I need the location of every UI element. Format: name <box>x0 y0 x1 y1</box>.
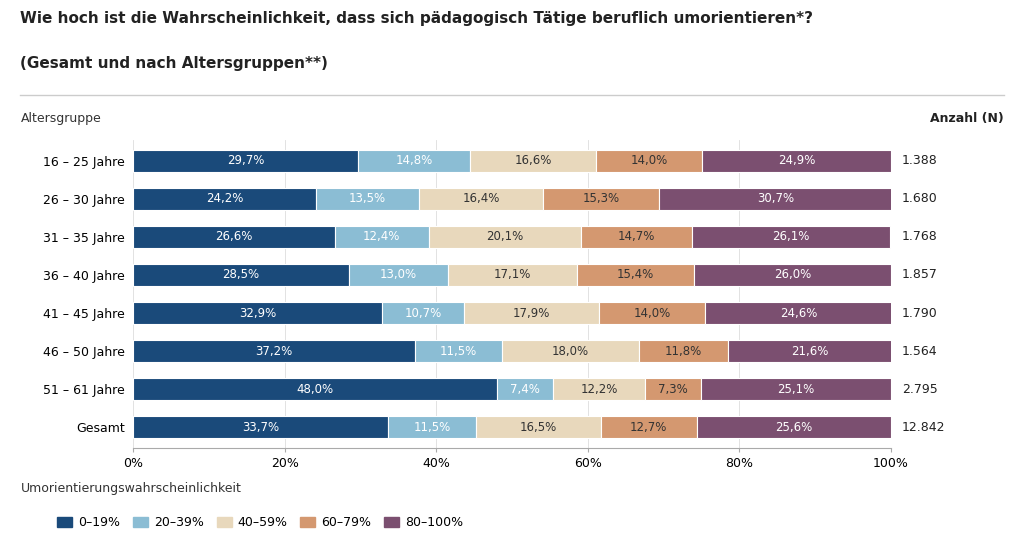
Bar <box>133 377 497 400</box>
Text: Altersgruppe: Altersgruppe <box>20 112 101 125</box>
Bar <box>133 264 349 286</box>
Text: 12,2%: 12,2% <box>581 382 617 395</box>
Bar <box>543 188 659 211</box>
Text: 1.388: 1.388 <box>902 155 938 167</box>
Text: 15,4%: 15,4% <box>616 268 654 282</box>
Text: 24,2%: 24,2% <box>206 193 244 206</box>
Bar <box>553 377 645 400</box>
Text: 17,9%: 17,9% <box>513 306 550 320</box>
Text: 24,6%: 24,6% <box>779 306 817 320</box>
Text: 11,8%: 11,8% <box>665 344 701 357</box>
Bar <box>419 188 543 211</box>
Text: 11,5%: 11,5% <box>414 421 451 433</box>
Text: 26,6%: 26,6% <box>215 231 253 244</box>
Bar <box>502 339 639 362</box>
Bar <box>497 377 553 400</box>
Text: (Gesamt und nach Altersgruppen**): (Gesamt und nach Altersgruppen**) <box>20 56 329 71</box>
Bar <box>470 150 596 172</box>
Bar <box>702 150 891 172</box>
Bar <box>464 302 599 324</box>
Text: 1.768: 1.768 <box>902 231 938 244</box>
Bar <box>388 416 475 438</box>
Text: 26,0%: 26,0% <box>774 268 811 282</box>
Text: 14,0%: 14,0% <box>634 306 671 320</box>
Bar <box>728 339 892 362</box>
Bar <box>316 188 419 211</box>
Text: 12,7%: 12,7% <box>630 421 668 433</box>
Bar <box>578 264 694 286</box>
Text: 33,7%: 33,7% <box>243 421 280 433</box>
Text: 20,1%: 20,1% <box>486 231 523 244</box>
Text: Anzahl (N): Anzahl (N) <box>930 112 1004 125</box>
Text: 18,0%: 18,0% <box>552 344 589 357</box>
Text: 28,5%: 28,5% <box>222 268 260 282</box>
Bar <box>133 150 358 172</box>
Bar <box>133 188 316 211</box>
Text: 48,0%: 48,0% <box>296 382 334 395</box>
Bar <box>133 226 335 249</box>
Bar <box>706 302 892 324</box>
Text: 1.680: 1.680 <box>902 193 938 206</box>
Bar <box>692 226 890 249</box>
Text: 1.790: 1.790 <box>902 306 938 320</box>
Bar <box>475 416 601 438</box>
Text: 24,9%: 24,9% <box>778 155 815 167</box>
Text: 30,7%: 30,7% <box>757 193 794 206</box>
Bar <box>133 416 388 438</box>
Bar <box>700 377 891 400</box>
Text: 25,1%: 25,1% <box>777 382 814 395</box>
Text: 10,7%: 10,7% <box>404 306 441 320</box>
Bar <box>694 264 891 286</box>
Text: 11,5%: 11,5% <box>440 344 477 357</box>
Text: 29,7%: 29,7% <box>227 155 264 167</box>
Bar <box>429 226 581 249</box>
Text: 1.857: 1.857 <box>902 268 938 282</box>
Text: 2.795: 2.795 <box>902 382 938 395</box>
Text: 12.842: 12.842 <box>902 421 945 433</box>
Bar <box>349 264 447 286</box>
Text: 14,7%: 14,7% <box>617 231 655 244</box>
Text: 14,0%: 14,0% <box>631 155 668 167</box>
Bar <box>645 377 700 400</box>
Text: 16,4%: 16,4% <box>462 193 500 206</box>
Text: 25,6%: 25,6% <box>775 421 812 433</box>
Bar <box>447 264 578 286</box>
Text: 26,1%: 26,1% <box>772 231 810 244</box>
Text: 7,4%: 7,4% <box>510 382 540 395</box>
Bar <box>659 188 892 211</box>
Text: 21,6%: 21,6% <box>792 344 828 357</box>
Text: 17,1%: 17,1% <box>494 268 531 282</box>
Bar <box>596 150 702 172</box>
Text: 1.564: 1.564 <box>902 344 938 357</box>
Bar <box>335 226 429 249</box>
Text: 14,8%: 14,8% <box>395 155 433 167</box>
Bar <box>415 339 502 362</box>
Bar <box>601 416 697 438</box>
Bar <box>639 339 728 362</box>
Text: 13,5%: 13,5% <box>349 193 386 206</box>
Text: 32,9%: 32,9% <box>240 306 276 320</box>
Text: 15,3%: 15,3% <box>583 193 620 206</box>
Text: 13,0%: 13,0% <box>380 268 417 282</box>
Text: Wie hoch ist die Wahrscheinlichkeit, dass sich pädagogisch Tätige beruflich umor: Wie hoch ist die Wahrscheinlichkeit, das… <box>20 11 813 26</box>
Bar <box>599 302 706 324</box>
Text: 16,5%: 16,5% <box>519 421 557 433</box>
Bar <box>133 339 415 362</box>
Bar <box>358 150 470 172</box>
Bar <box>382 302 464 324</box>
Text: 37,2%: 37,2% <box>255 344 293 357</box>
Bar <box>133 302 382 324</box>
Bar <box>697 416 891 438</box>
Text: 7,3%: 7,3% <box>658 382 688 395</box>
Text: 12,4%: 12,4% <box>362 231 400 244</box>
Text: 16,6%: 16,6% <box>514 155 552 167</box>
Bar <box>581 226 692 249</box>
Text: Umorientierungswahrscheinlichkeit: Umorientierungswahrscheinlichkeit <box>20 482 242 494</box>
Legend: 0–19%, 20–39%, 40–59%, 60–79%, 80–100%: 0–19%, 20–39%, 40–59%, 60–79%, 80–100% <box>52 511 468 534</box>
